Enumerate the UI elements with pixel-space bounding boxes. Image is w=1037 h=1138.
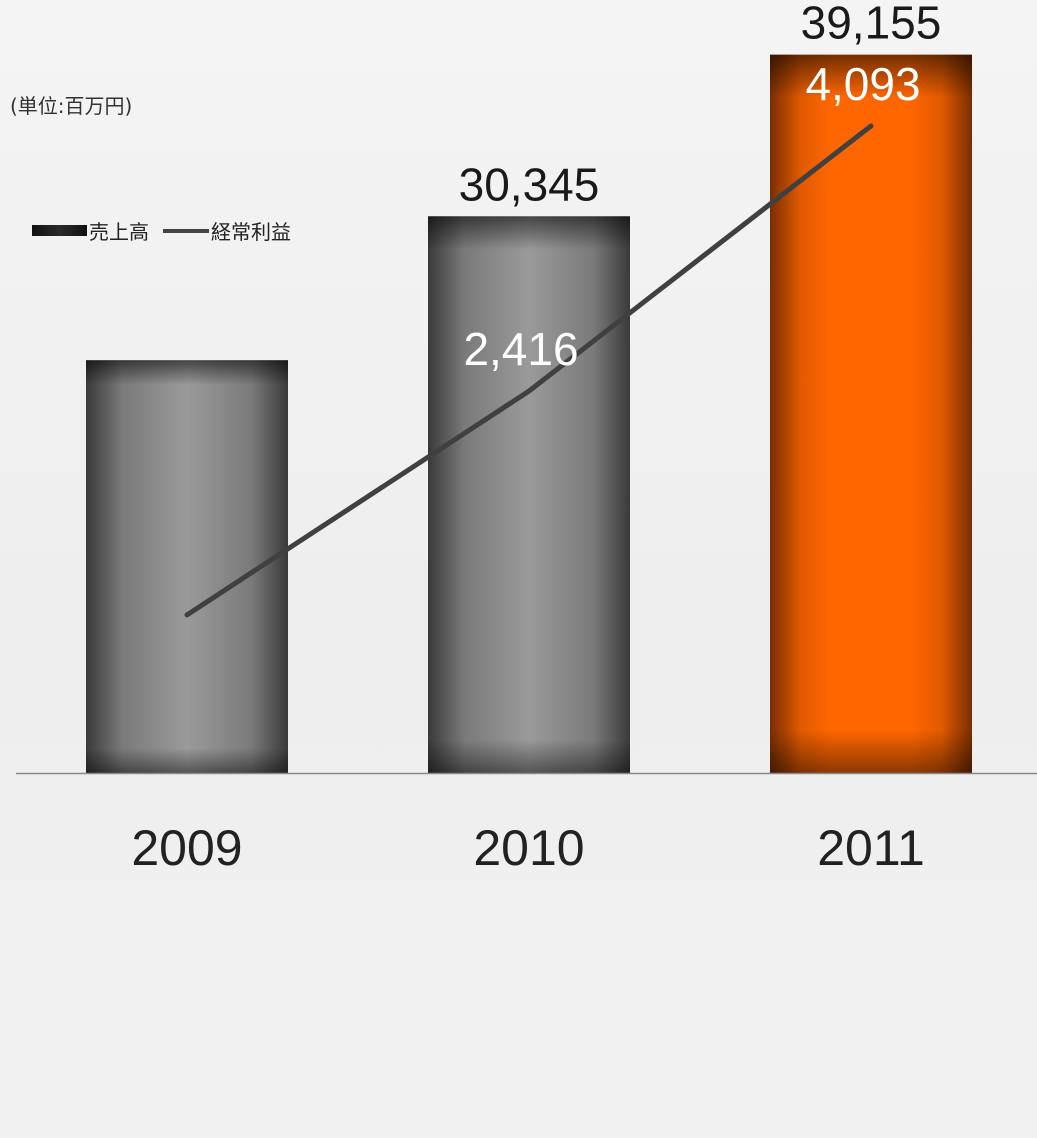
bar-shade-2009 [86,360,288,773]
bar-shade-2011 [770,54,972,774]
x-tick-label-2011: 2011 [817,820,925,876]
legend-swatch-bar [32,225,87,236]
x-tick-label-2009: 2009 [131,820,242,876]
axis-layer: 2009 2010 2011 [16,772,1037,876]
unit-label: (単位:百万円) [10,94,133,118]
legend-label-sales: 売上高 [89,220,149,244]
line-value-label-2011: 4,093 [805,58,920,110]
bar-value-label-2010: 30,345 [459,158,600,210]
x-tick-label-2010: 2010 [473,820,584,876]
line-layer [184,123,874,618]
labels-layer: 30,345 39,155 2,416 4,093 [459,0,942,375]
legend: 売上高 経常利益 [32,216,291,245]
bar-value-label-2011: 39,155 [801,0,942,49]
legend-label-profit: 経常利益 [211,220,291,244]
line-value-label-2010: 2,416 [463,323,578,375]
bars-layer [86,54,972,774]
bar-shade-2010 [428,216,630,774]
legend-swatch-line [163,228,209,233]
